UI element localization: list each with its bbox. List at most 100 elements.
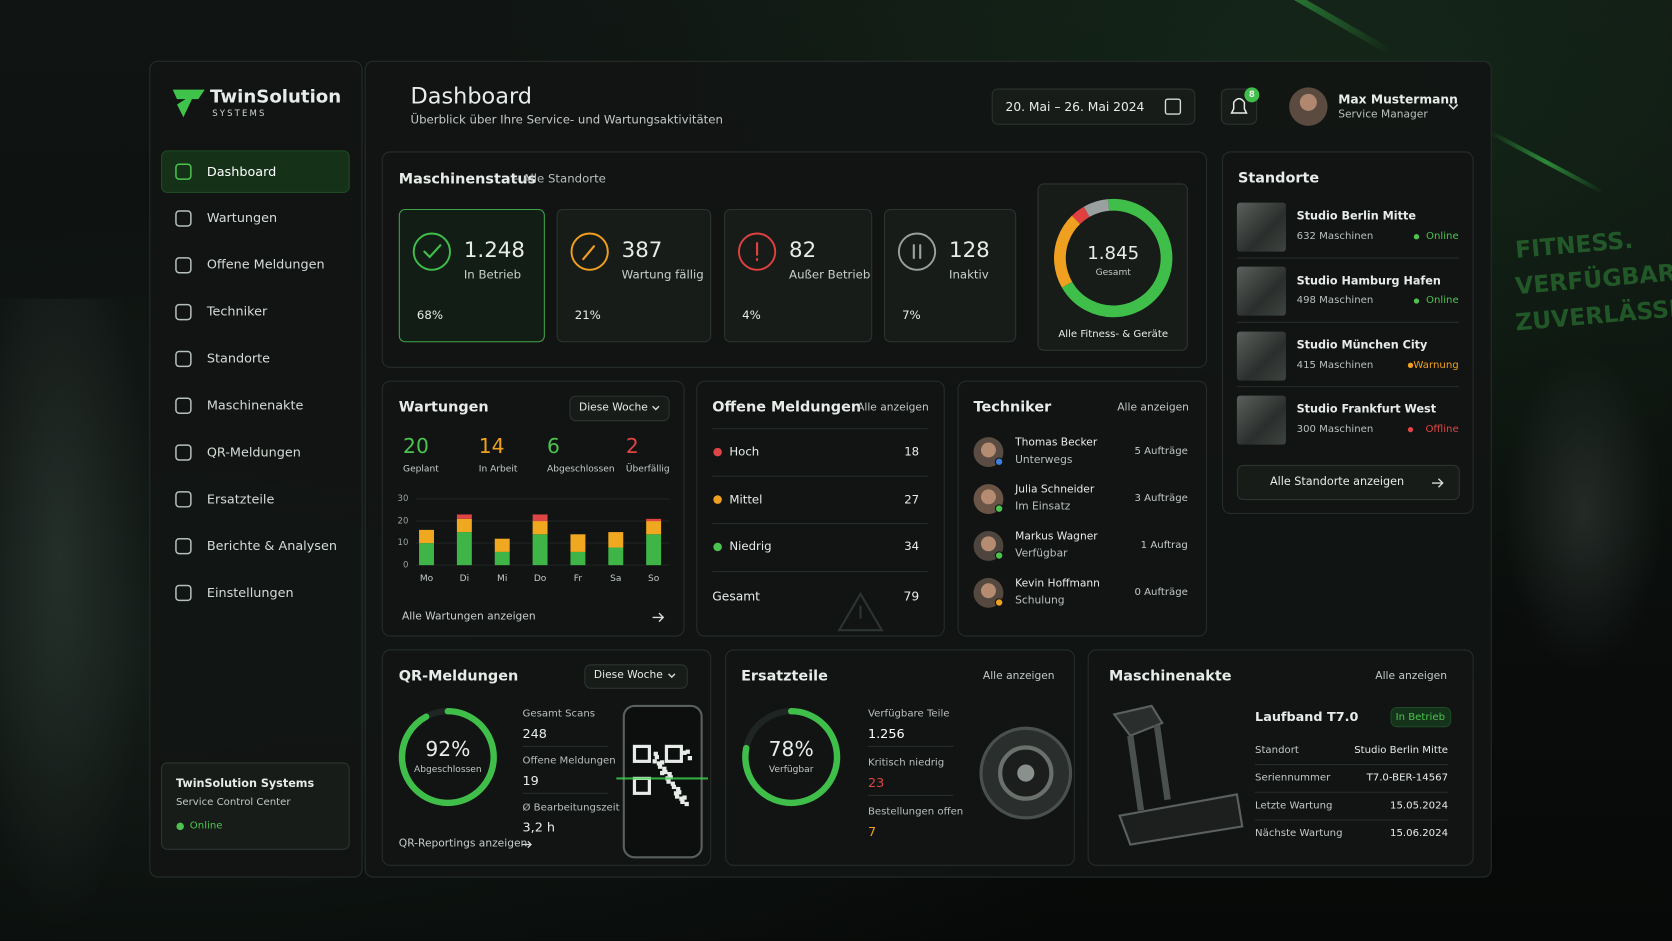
field-label: Nächste Wartung: [1255, 827, 1343, 840]
nav-item[interactable]: Maschinenakte: [206, 397, 304, 413]
button-label[interactable]: Alle Standorte anzeigen: [1269, 476, 1405, 489]
stat-value: 2: [625, 435, 639, 459]
stat-label: Offene Meldungen: [522, 755, 616, 767]
status-label: Wartung fällig: [621, 267, 704, 282]
location-machines: 498 Maschinen: [1296, 294, 1374, 307]
nav-item[interactable]: Ersatzteile: [206, 491, 275, 507]
locations-button: [1236, 464, 1460, 501]
total-value: 1.845: [1087, 243, 1140, 265]
glow-line: [1488, 130, 1604, 194]
section-title: Maschinenakte: [1108, 667, 1232, 685]
y-tick-label: 30: [397, 493, 409, 504]
location-name: Studio Frankfurt West: [1296, 403, 1437, 417]
stat-label: Verfügbare Teile: [867, 708, 950, 720]
status-percent: 68%: [416, 308, 443, 323]
y-tick-label: 20: [397, 515, 409, 526]
location-thumbnail: [1236, 266, 1286, 316]
x-tick-label: So: [647, 573, 660, 585]
status-value: 82: [789, 236, 817, 262]
location-status: Online: [1426, 294, 1459, 307]
panel-link[interactable]: Alle anzeigen: [982, 670, 1055, 683]
panel-link[interactable]: Alle anzeigen: [1117, 401, 1189, 414]
section-title: Standorte: [1237, 169, 1320, 187]
technician-name: Kevin Hoffmann: [1015, 577, 1100, 590]
total-value: 79: [903, 588, 920, 604]
status-label: In Betrieb: [463, 267, 522, 282]
nav-item[interactable]: Dashboard: [206, 163, 277, 179]
stat-value: 248: [522, 725, 547, 741]
total-label: Gesamt: [1095, 267, 1131, 279]
nav-item[interactable]: Techniker: [206, 304, 268, 320]
maintenance-panel: [381, 380, 685, 637]
panel-link[interactable]: Alle anzeigen: [1375, 670, 1447, 683]
technician-orders: 0 Aufträge: [1134, 586, 1188, 599]
field-label: Seriennummer: [1255, 772, 1331, 784]
stat-value: 7: [867, 823, 877, 839]
nav-item[interactable]: Berichte & Analysen: [206, 538, 337, 554]
stat-value: 1.256: [867, 725, 905, 741]
machine-status: In Betrieb: [1395, 711, 1446, 724]
system-name: TwinSolution Systems: [175, 777, 315, 791]
period[interactable]: Diese Woche: [593, 669, 663, 682]
user-role: Service Manager: [1338, 108, 1428, 121]
field-label: Standort: [1255, 744, 1299, 757]
nav-item[interactable]: Offene Meldungen: [206, 257, 325, 273]
user-name: Max Mustermann: [1338, 91, 1458, 107]
status-value: 128: [949, 236, 990, 262]
x-tick-label: Di: [459, 573, 470, 585]
stat-label: Geplant: [403, 463, 439, 475]
location-name: Studio Hamburg Hafen: [1296, 274, 1441, 288]
status-card: [724, 208, 873, 343]
technician-status: Unterwegs: [1015, 454, 1073, 466]
location-thumbnail: [1236, 331, 1286, 381]
status-card: [883, 208, 1017, 343]
stat-label: Gesamt Scans: [522, 708, 596, 720]
gym-backdrop: [0, 298, 150, 939]
date-range[interactable]: 20. Mai – 26. Mai 2024: [1005, 99, 1145, 114]
status-percent: 7%: [902, 308, 921, 323]
y-tick-label: 10: [397, 537, 409, 548]
nav-item[interactable]: Standorte: [206, 350, 271, 366]
field-label: Letzte Wartung: [1255, 799, 1333, 812]
nav-item[interactable]: Wartungen: [206, 210, 278, 226]
status-badge: [1390, 706, 1452, 728]
stat-value: 20: [403, 435, 429, 459]
period[interactable]: Diese Woche: [579, 401, 648, 414]
section-title: Ersatzteile: [741, 667, 828, 685]
glow-line: [1147, 0, 1391, 54]
status-label: Inaktiv: [949, 267, 989, 282]
backdrop-word: VERFÜGBAR.: [1514, 259, 1672, 301]
status-card: [556, 208, 712, 343]
x-tick-label: Fr: [573, 573, 583, 585]
location-thumbnail: [1236, 202, 1286, 252]
date-picker: [991, 88, 1196, 125]
x-tick-label: Mo: [419, 573, 434, 585]
panel-link[interactable]: QR-Reportings anzeigen: [398, 837, 528, 850]
status-percent: 21%: [574, 308, 601, 323]
section-title: QR-Meldungen: [398, 667, 519, 685]
location-status: Offline: [1425, 423, 1459, 436]
nav-item[interactable]: Einstellungen: [206, 585, 294, 600]
technician-name: Julia Schneider: [1015, 483, 1095, 496]
location-name: Studio Berlin Mitte: [1296, 210, 1416, 224]
stat-value: 14: [478, 435, 505, 459]
stat-value: 19: [522, 772, 539, 788]
stat-label: Überfällig: [625, 463, 670, 475]
technician-name: Thomas Becker: [1015, 436, 1098, 449]
location-status: Warnung: [1413, 359, 1459, 371]
section-title: Maschinenstatus: [398, 170, 537, 188]
total-label: Gesamt: [712, 588, 761, 604]
stat-value: 23: [867, 774, 885, 790]
panel-link[interactable]: Alle anzeigen: [857, 401, 929, 414]
nav-item[interactable]: QR-Meldungen: [206, 444, 301, 460]
system-subtitle: Service Control Center: [175, 796, 291, 809]
stat-label: Ø Bearbeitungszeit: [522, 801, 620, 814]
section-title: Techniker: [973, 398, 1052, 416]
technician-status: Schulung: [1015, 594, 1065, 607]
field-value: 15.05.2024: [1390, 799, 1449, 812]
backdrop-word: FITNESS.: [1514, 227, 1635, 265]
panel-link[interactable]: Alle Wartungen anzeigen: [401, 610, 536, 623]
x-tick-label: Mi: [497, 573, 508, 585]
location-machines: 300 Maschinen: [1296, 423, 1374, 436]
